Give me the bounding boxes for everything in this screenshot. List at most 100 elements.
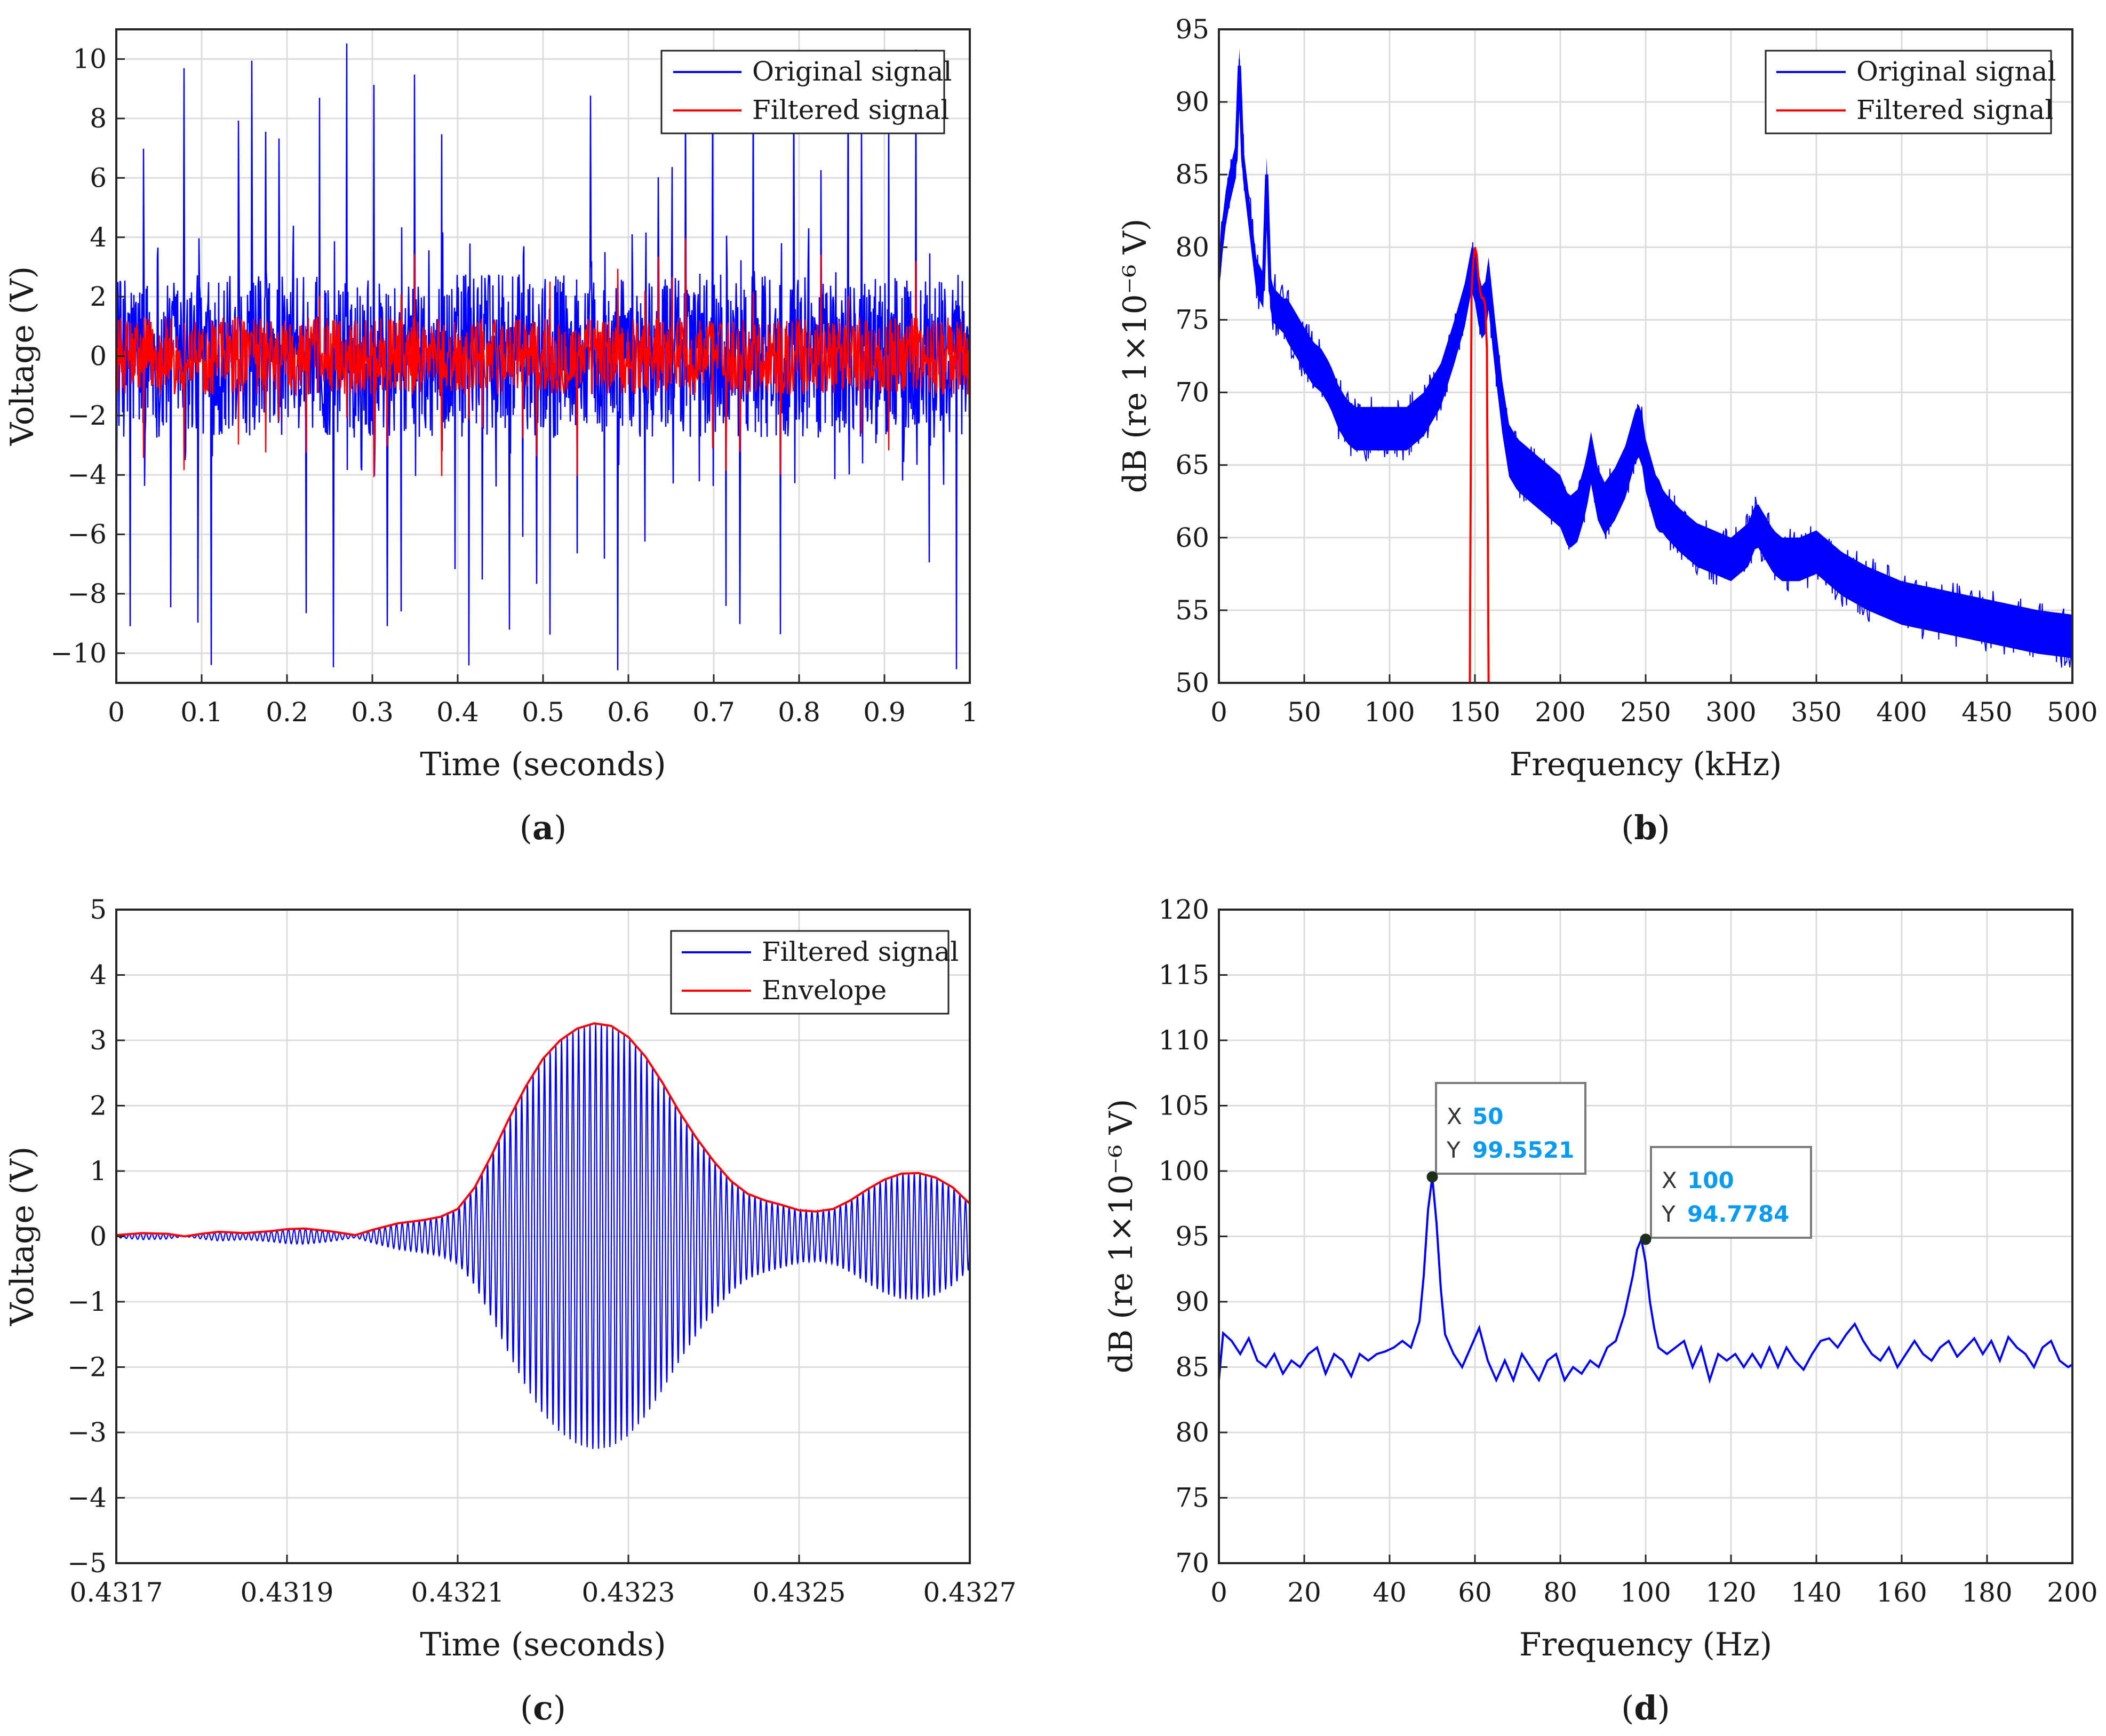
y-tick-label: 2: [90, 1090, 107, 1121]
y-tick-label: 10: [73, 44, 107, 75]
panel-label-d: (d): [1621, 1689, 1670, 1727]
x-tick-label: 500: [2047, 697, 2097, 728]
y-tick-label: −5: [67, 1548, 107, 1579]
datatip-box-2: [1650, 1146, 1812, 1239]
x-tick-label: 120: [1705, 1577, 1756, 1608]
x-axis-label-d: Frequency (Hz): [1519, 1626, 1772, 1663]
x-tick-label: 100: [1364, 697, 1415, 728]
panel-letter-c: c: [533, 1689, 553, 1727]
x-axis-label-c: Time (seconds): [420, 1626, 666, 1663]
legend-label-filtered-b: Filtered signal: [1856, 94, 2053, 125]
panel-d: 0 20 40 60 80 100 120 140 160 180 200 70 75 80 85 90 95…: [1103, 894, 2098, 1727]
y-ticks-b: 50 55 60 65 70 75 80 85 90 95: [1175, 14, 1227, 698]
y-axis-label-a: Voltage (V): [4, 266, 41, 446]
x-tick-label: 40: [1373, 1577, 1407, 1608]
legend-label-original-b: Original signal: [1856, 56, 2056, 87]
x-tick-label: 180: [1961, 1577, 2012, 1608]
panel-a: 0 0.1 0.2 0.3 0.4 0.5 0.6 0.7 0.8 0.9 1 −10−8−6−4−…: [4, 28, 978, 847]
original-signal-line-b: [1219, 65, 2072, 638]
y-tick-label: 50: [1175, 667, 1209, 698]
datatip-2-d[interactable]: X 100 Y 94.7784: [1640, 1146, 1812, 1245]
y-tick-label: 90: [1175, 86, 1209, 117]
y-tick-label: 0: [90, 1221, 107, 1252]
datatip-box-1: [1435, 1082, 1586, 1175]
datatip-2-x-value: 100: [1687, 1167, 1734, 1193]
y-tick-label: −4: [67, 1483, 107, 1514]
y-tick-label: 70: [1175, 1548, 1209, 1579]
x-tick-label: 0.4319: [241, 1577, 334, 1608]
x-tick-label: 350: [1791, 697, 1841, 728]
y-tick-label: 60: [1175, 522, 1209, 553]
x-tick-label: 450: [1961, 697, 2012, 728]
y-tick-label: 80: [1175, 1417, 1209, 1448]
y-tick-label: −2: [67, 1352, 107, 1383]
panel-letter-a: a: [532, 808, 554, 847]
x-tick-label: 80: [1543, 1577, 1577, 1608]
datatip-2-y-value: 94.7784: [1687, 1201, 1789, 1227]
y-ticks-a: −10 −8 −6 −4 −2 0 2 4 6 8 10: [50, 44, 125, 668]
x-tick-label: 400: [1876, 697, 1927, 728]
y-tick-label: 4: [90, 960, 107, 991]
panel-label-a: (a): [520, 808, 567, 847]
y-tick-label: 3: [90, 1025, 107, 1056]
datatip-1-d[interactable]: X 50 Y 99.5521: [1426, 1082, 1586, 1183]
y-tick-label: −6: [67, 519, 107, 550]
x-tick-label: 300: [1705, 697, 1756, 728]
y-axis-label-b: dB (re 1×10⁻⁶ V): [1116, 219, 1154, 493]
panel-letter-b: b: [1634, 808, 1657, 847]
y-tick-label: 2: [90, 281, 107, 312]
x-tick-label: 150: [1449, 697, 1500, 728]
y-tick-label: 80: [1175, 232, 1209, 262]
y-tick-label: −4: [67, 459, 107, 490]
x-tick-label: 200: [2047, 1577, 2097, 1608]
y-ticks-d: 70 75 80 85 90 95 100 105 110 115 120: [1159, 894, 1227, 1579]
x-ticks-a: 0 0.1 0.2 0.3 0.4 0.5 0.6 0.7 0.8 0.9 1: [108, 674, 978, 728]
y-axis-label-c: Voltage (V): [4, 1146, 41, 1326]
envelope-line-c: [116, 1022, 970, 1238]
y-tick-label: 115: [1159, 960, 1209, 991]
series-layer-b: [1219, 48, 2072, 683]
x-tick-label: 140: [1791, 1577, 1841, 1608]
y-tick-label: −3: [67, 1417, 107, 1448]
x-tick-label: 1: [961, 697, 978, 728]
y-tick-label: −10: [50, 638, 107, 668]
y-tick-label: 0: [90, 341, 107, 372]
x-axis-label-a: Time (seconds): [420, 746, 666, 783]
panel-letter-d: d: [1634, 1689, 1657, 1727]
y-axis-label-d: dB (re 1×10⁻⁶ V): [1103, 1099, 1140, 1374]
series-layer-a: [116, 43, 970, 671]
legend-label-original-a: Original signal: [752, 56, 952, 87]
x-tick-label: 0.4327: [923, 1577, 1017, 1608]
x-tick-label: 0: [108, 697, 125, 728]
x-tick-label: 0.6: [607, 697, 650, 728]
filtered-signal-line-b: [1469, 246, 1490, 683]
x-tick-label: 0: [1210, 1577, 1227, 1608]
y-tick-label: 90: [1175, 1286, 1209, 1317]
y-tick-label: 65: [1175, 450, 1209, 481]
legend-box-b: [1765, 50, 2052, 134]
y-tick-label: 8: [90, 103, 107, 134]
filtered-signal-line-c: [116, 1023, 970, 1450]
y-tick-label: 1: [90, 1156, 107, 1186]
x-tick-label: 160: [1876, 1577, 1927, 1608]
y-ticks-c: −5 −4 −3 −2 −1 0 1 2 3 4 5: [67, 894, 125, 1579]
legend-label-envelope-c: Envelope: [762, 975, 887, 1006]
x-ticks-b: 0 50 100 150 200 250 300 350 400 450 500: [1210, 674, 2098, 728]
x-tick-label: 0.4317: [70, 1577, 163, 1608]
datatip-1-y-key: Y: [1446, 1137, 1461, 1163]
y-tick-label: 6: [90, 162, 107, 193]
legend-label-filtered-c: Filtered signal: [762, 936, 959, 967]
y-tick-label: −1: [67, 1286, 107, 1317]
x-tick-label: 0: [1210, 697, 1227, 728]
x-tick-label: 20: [1287, 1577, 1321, 1608]
panel-label-c: (c): [520, 1689, 566, 1727]
y-tick-label: 95: [1175, 14, 1209, 45]
x-axis-label-b: Frequency (kHz): [1510, 746, 1782, 783]
panel-label-b: (b): [1621, 808, 1670, 847]
datatip-1-marker: [1426, 1171, 1438, 1183]
datatip-2-y-key: Y: [1661, 1201, 1676, 1227]
datatip-1-y-value: 99.5521: [1472, 1137, 1574, 1163]
y-tick-label: 100: [1159, 1156, 1209, 1186]
panel-c: 0.4317 0.4319 0.4321 0.4323 0.4325 0.4327 −5−…: [4, 894, 1016, 1727]
